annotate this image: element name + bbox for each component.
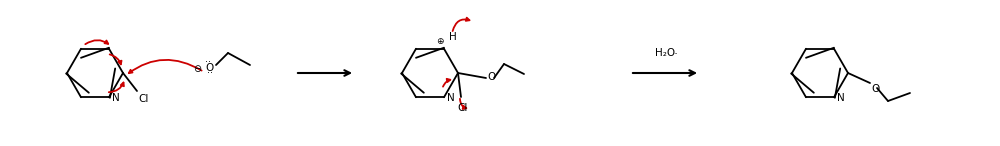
Text: $\oplus$: $\oplus$: [436, 36, 444, 46]
FancyArrowPatch shape: [110, 54, 122, 64]
FancyArrowPatch shape: [85, 40, 108, 44]
Text: ··: ··: [207, 68, 213, 78]
Text: H: H: [449, 32, 457, 42]
Text: ··: ··: [205, 57, 215, 67]
Text: H₂O: H₂O: [655, 48, 675, 58]
Text: N: N: [112, 93, 120, 103]
FancyArrowPatch shape: [129, 60, 202, 73]
Text: ··: ··: [673, 50, 678, 59]
FancyArrowPatch shape: [443, 79, 450, 87]
Text: N: N: [447, 93, 455, 103]
FancyArrowPatch shape: [453, 18, 469, 31]
FancyArrowPatch shape: [109, 82, 124, 92]
Text: O: O: [206, 63, 214, 73]
FancyArrowPatch shape: [460, 99, 466, 109]
Text: Cl: Cl: [458, 103, 468, 113]
Text: O: O: [487, 72, 495, 82]
Text: N: N: [837, 93, 845, 103]
Text: Cl: Cl: [138, 94, 148, 104]
Text: $\ominus$: $\ominus$: [193, 62, 203, 73]
Text: O: O: [871, 84, 879, 94]
